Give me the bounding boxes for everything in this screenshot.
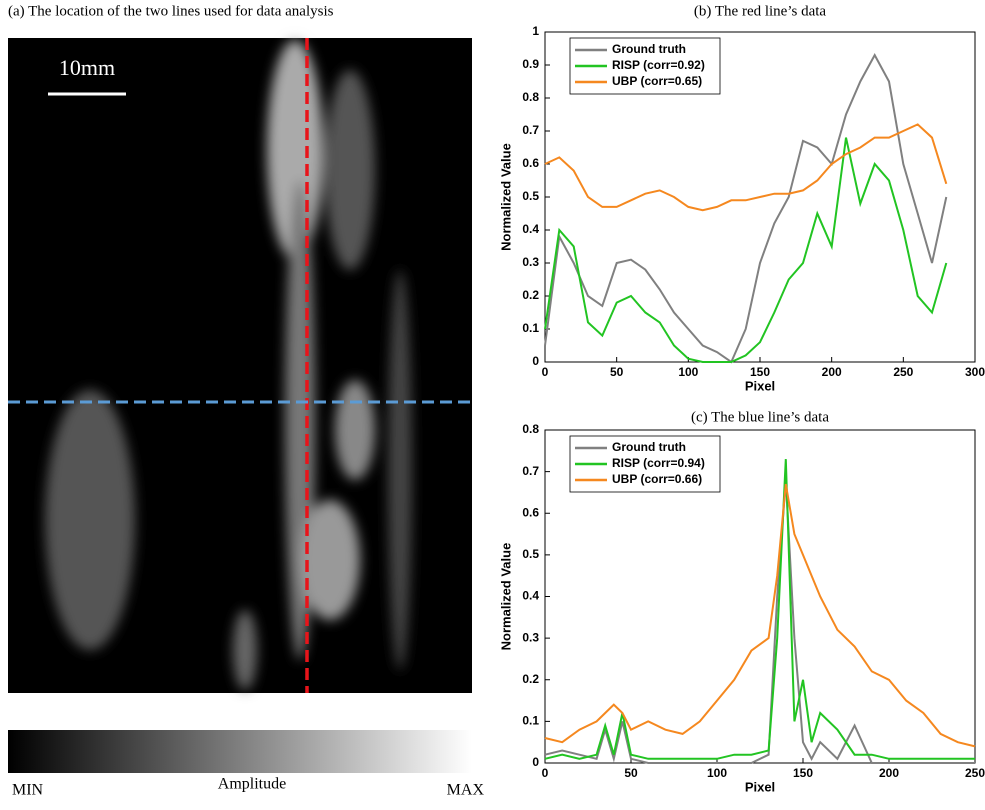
x-tick-label: 100 (678, 365, 698, 379)
legend-label: RISP (corr=0.94) (612, 456, 705, 470)
y-tick-label: 0.2 (522, 672, 539, 686)
series-line (544, 483, 976, 748)
y-axis-label: Normalized Value (498, 543, 513, 651)
y-tick-label: 0.8 (522, 90, 539, 104)
x-tick-label: 300 (965, 365, 985, 379)
x-tick-label: 0 (542, 766, 549, 780)
y-tick-label: 0.1 (522, 321, 539, 335)
x-tick-label: 250 (893, 365, 913, 379)
y-tick-label: 0 (532, 354, 539, 368)
legend-label: UBP (corr=0.66) (612, 472, 702, 486)
x-tick-label: 100 (707, 766, 727, 780)
x-tick-label: 200 (879, 766, 899, 780)
x-tick-label: 150 (793, 766, 813, 780)
series-line (544, 123, 948, 212)
y-tick-label: 0.1 (522, 714, 539, 728)
x-axis-label: Pixel (745, 378, 775, 393)
x-tick-label: 0 (542, 365, 549, 379)
chart-title: (c) The blue line’s data (691, 409, 829, 425)
legend-label: RISP (corr=0.92) (612, 58, 705, 72)
series-line (544, 137, 948, 363)
y-tick-label: 0.4 (522, 589, 539, 603)
colorbar-label: Amplitude (218, 776, 286, 793)
colorbar-min: MIN (12, 782, 44, 799)
x-tick-label: 50 (610, 365, 624, 379)
legend-label: Ground truth (612, 42, 686, 56)
y-tick-label: 0.5 (522, 547, 539, 561)
y-tick-label: 0.5 (522, 189, 539, 203)
x-tick-label: 50 (624, 766, 638, 780)
y-tick-label: 0.6 (522, 505, 539, 519)
legend-label: UBP (corr=0.65) (612, 74, 702, 88)
y-tick-label: 0.8 (522, 422, 539, 436)
colorbar (8, 730, 472, 773)
series-line (544, 53, 948, 364)
legend-label: Ground truth (612, 440, 686, 454)
series-line (544, 459, 975, 760)
y-tick-label: 0.2 (522, 288, 539, 302)
x-tick-label: 150 (750, 365, 770, 379)
y-tick-label: 0 (532, 755, 539, 769)
y-tick-label: 1 (532, 24, 539, 38)
colorbar-max: MAX (447, 782, 485, 799)
x-tick-label: 200 (822, 365, 842, 379)
panel-title: (a) The location of the two lines used f… (8, 3, 334, 19)
scale-label: 10mm (59, 55, 115, 80)
y-tick-label: 0.7 (522, 123, 539, 137)
y-tick-label: 0.3 (522, 630, 539, 644)
image (8, 38, 472, 693)
y-tick-label: 0.4 (522, 222, 539, 236)
y-tick-label: 0.3 (522, 255, 539, 269)
x-axis-label: Pixel (745, 779, 775, 794)
x-tick-label: 250 (965, 766, 985, 780)
y-tick-label: 0.7 (522, 464, 539, 478)
y-tick-label: 0.6 (522, 156, 539, 170)
chart-title: (b) The red line’s data (694, 3, 827, 19)
y-axis-label: Normalized Value (498, 143, 513, 251)
series-line (544, 479, 975, 764)
y-tick-label: 0.9 (522, 57, 539, 71)
